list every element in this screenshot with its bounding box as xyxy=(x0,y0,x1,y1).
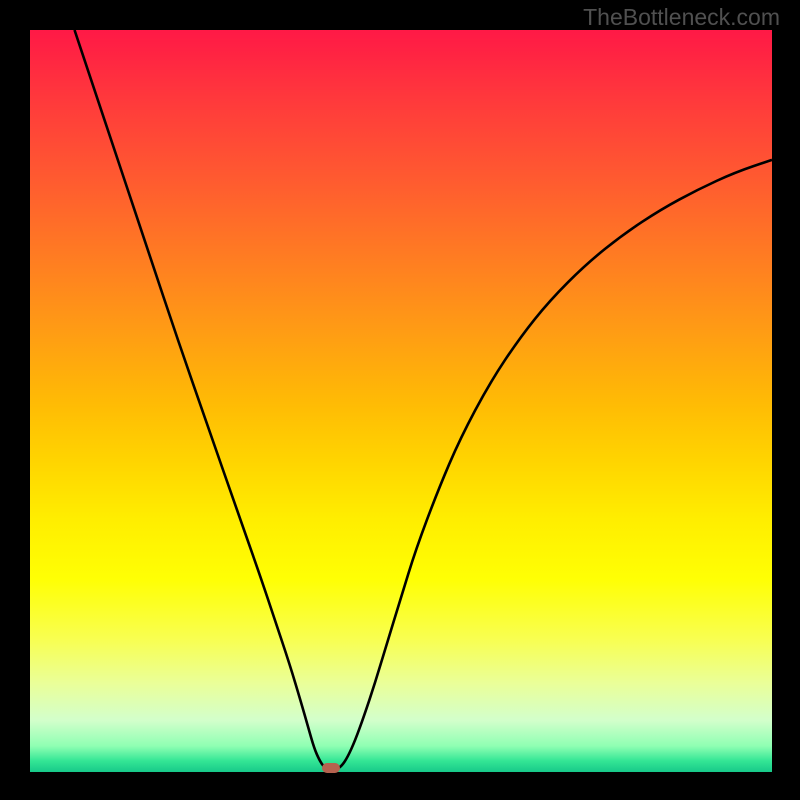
bottleneck-curve xyxy=(30,30,772,772)
watermark-text: TheBottleneck.com xyxy=(583,4,780,31)
plot-area xyxy=(30,30,772,772)
optimum-marker xyxy=(322,763,340,773)
